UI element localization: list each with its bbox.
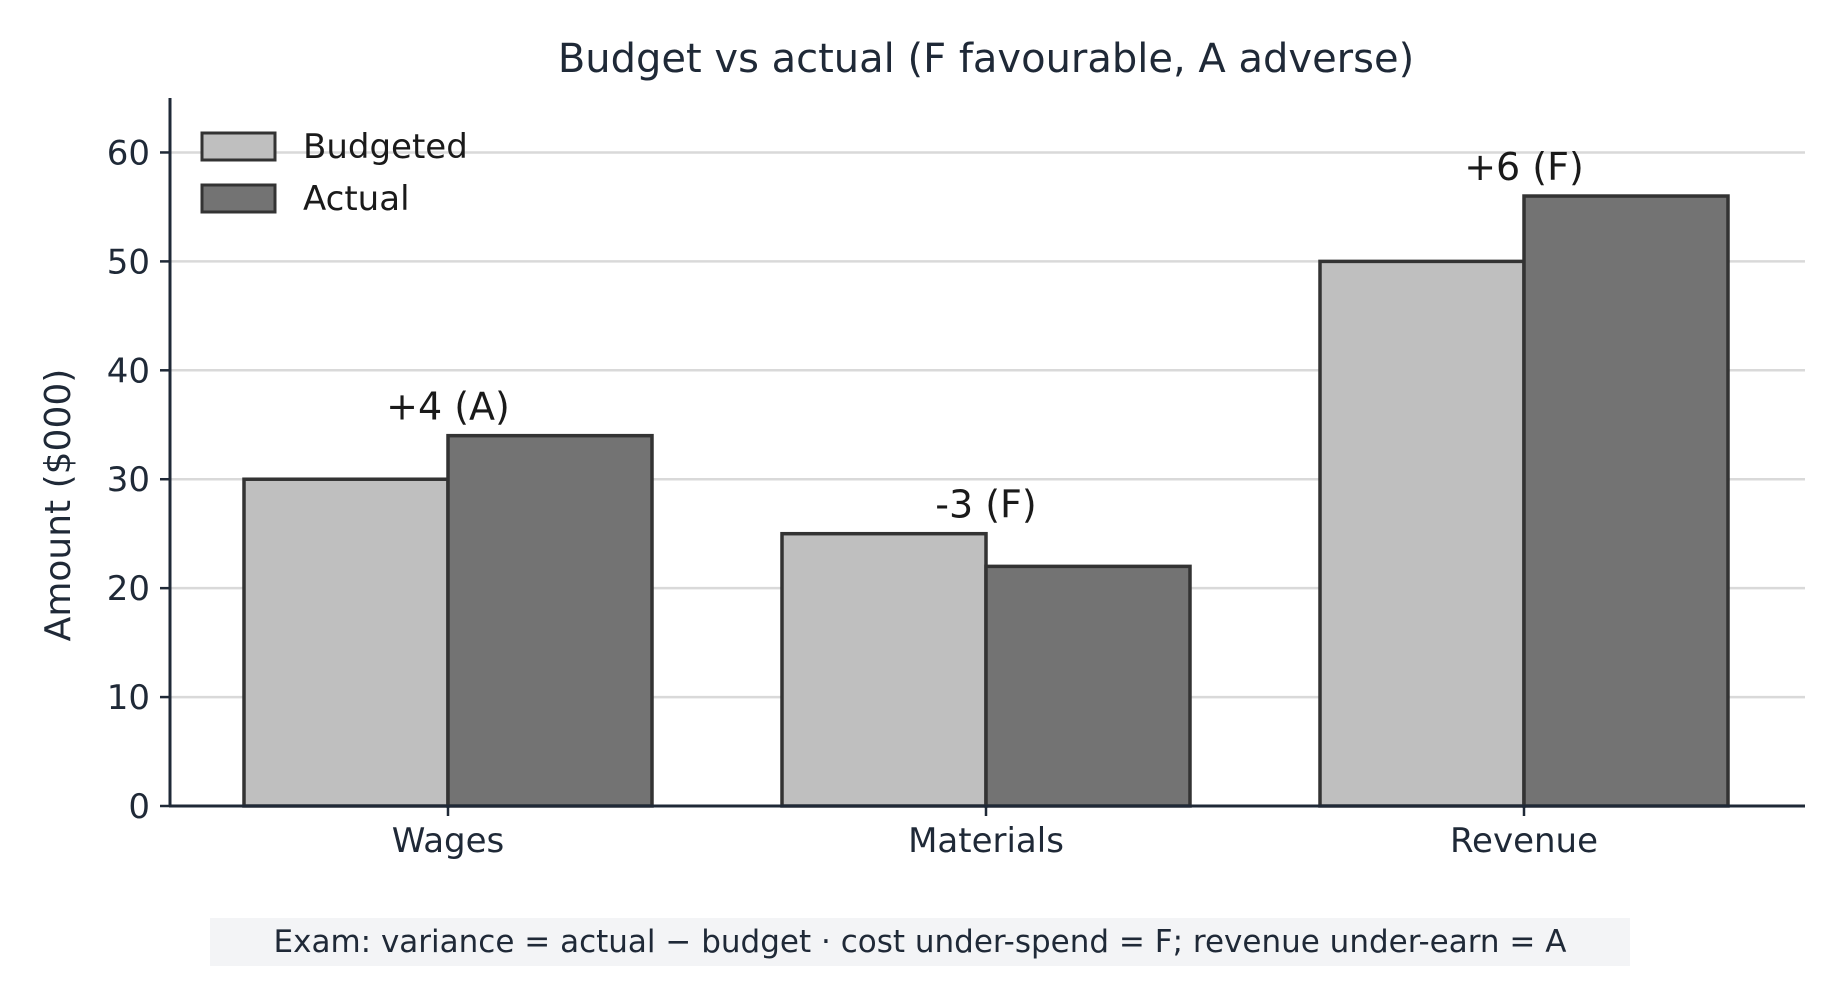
y-tick-label: 30 <box>107 460 150 500</box>
y-tick-label: 20 <box>107 569 150 609</box>
legend-label-budgeted: Budgeted <box>303 127 468 167</box>
bar-budgeted-revenue <box>1318 259 1526 808</box>
y-tick-labels: 0 10 20 30 40 50 60 <box>107 133 150 827</box>
bar-actual-revenue <box>1522 194 1730 808</box>
bar-budgeted-wages <box>242 477 450 808</box>
legend-swatch-actual <box>200 183 277 214</box>
axes <box>160 98 1805 816</box>
x-tick-label: Wages <box>392 821 505 861</box>
legend: Budgeted Actual <box>200 127 468 219</box>
x-tick-label: Materials <box>908 821 1064 861</box>
y-tick-label: 40 <box>107 351 150 391</box>
y-tick-label: 50 <box>107 242 150 282</box>
footnote: Exam: variance = actual − budget · cost … <box>273 924 1567 960</box>
variance-label: -3 (F) <box>935 483 1036 527</box>
x-tick-labels: Wages Materials Revenue <box>392 821 1598 861</box>
variance-label: +4 (A) <box>386 385 510 429</box>
chart-title: Budget vs actual (F favourable, A advers… <box>558 36 1414 82</box>
y-tick-label: 0 <box>128 787 150 827</box>
y-tick-label: 10 <box>107 678 150 718</box>
legend-swatch-budgeted <box>200 131 277 162</box>
y-tick-label: 60 <box>107 133 150 173</box>
y-axis-label: Amount ($000) <box>38 369 79 642</box>
variance-label: +6 (F) <box>1464 145 1584 189</box>
variance-annotations: +4 (A) -3 (F) +6 (F) <box>386 145 1584 527</box>
bar-actual-materials <box>984 564 1192 808</box>
x-tick-label: Revenue <box>1450 821 1598 861</box>
footnote-background <box>210 918 1630 966</box>
bar-budgeted-materials <box>780 531 988 808</box>
legend-label-actual: Actual <box>303 179 410 219</box>
bar-group <box>242 194 1730 808</box>
bar-actual-wages <box>446 433 654 808</box>
